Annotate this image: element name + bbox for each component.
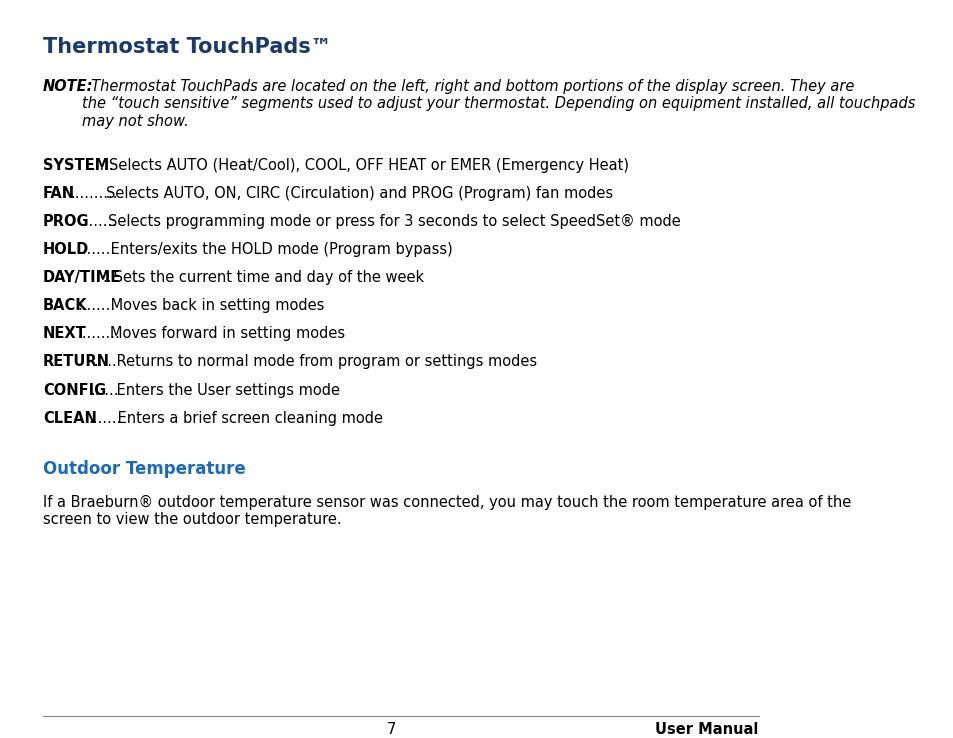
Text: SYSTEM: SYSTEM (43, 158, 110, 173)
Text: ........: ........ (77, 242, 115, 257)
Text: Enters the User settings mode: Enters the User settings mode (112, 382, 340, 398)
Text: ..........: .......... (70, 186, 117, 201)
Text: .........: ......... (77, 326, 120, 342)
Text: User Manual: User Manual (655, 722, 758, 737)
Text: ........: ........ (77, 298, 115, 313)
Text: Enters a brief screen cleaning mode: Enters a brief screen cleaning mode (113, 410, 383, 426)
Text: Selects AUTO (Heat/Cool), COOL, OFF HEAT or EMER (Emergency Heat): Selects AUTO (Heat/Cool), COOL, OFF HEAT… (109, 158, 628, 173)
Text: ........: ........ (79, 214, 117, 229)
Text: ......: ...... (91, 382, 119, 398)
Text: NOTE:: NOTE: (43, 79, 93, 94)
Text: Enters/exits the HOLD mode (Program bypass): Enters/exits the HOLD mode (Program bypa… (106, 242, 453, 257)
Text: PROG: PROG (43, 214, 90, 229)
Text: Returns to normal mode from program or settings modes: Returns to normal mode from program or s… (112, 354, 537, 370)
Text: Thermostat TouchPads™: Thermostat TouchPads™ (43, 38, 332, 58)
Text: RETURN: RETURN (43, 354, 110, 370)
Text: Selects programming mode or press for 3 seconds to select SpeedSet® mode: Selects programming mode or press for 3 … (108, 214, 680, 229)
Text: BACK: BACK (43, 298, 88, 313)
Text: HOLD: HOLD (43, 242, 90, 257)
Text: Selects AUTO, ON, CIRC (Circulation) and PROG (Program) fan modes: Selects AUTO, ON, CIRC (Circulation) and… (106, 186, 613, 201)
Text: Thermostat TouchPads are located on the left, right and bottom portions of the d: Thermostat TouchPads are located on the … (82, 79, 915, 128)
Text: .....: ..... (93, 354, 117, 370)
Text: .....: ..... (91, 158, 114, 173)
Text: CONFIG: CONFIG (43, 382, 106, 398)
Text: .......: ....... (88, 410, 121, 426)
Text: DAY/TIME: DAY/TIME (43, 270, 121, 285)
Text: Sets the current time and day of the week: Sets the current time and day of the wee… (110, 270, 424, 285)
Text: Moves forward in setting modes: Moves forward in setting modes (110, 326, 345, 342)
Text: Moves back in setting modes: Moves back in setting modes (106, 298, 324, 313)
Text: CLEAN: CLEAN (43, 410, 97, 426)
Text: If a Braeburn® outdoor temperature sensor was connected, you may touch the room : If a Braeburn® outdoor temperature senso… (43, 495, 850, 528)
Text: ..: .. (102, 270, 112, 285)
Text: 7: 7 (386, 722, 395, 737)
Text: FAN: FAN (43, 186, 75, 201)
Text: Outdoor Temperature: Outdoor Temperature (43, 461, 246, 478)
Text: NEXT: NEXT (43, 326, 87, 342)
